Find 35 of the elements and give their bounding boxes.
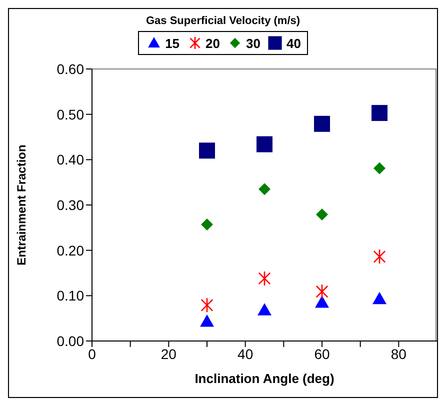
point (372, 292, 386, 304)
legend-label: 20 (204, 34, 220, 52)
y-axis-title: Entrainment Fraction (14, 144, 28, 266)
legend-label: 40 (285, 34, 301, 52)
legend-title: Gas Superficial Velocity (m/s) (144, 15, 302, 27)
point (372, 104, 388, 121)
legend-label: 15 (164, 34, 180, 52)
x-tick-label: 20 (160, 346, 177, 362)
point (258, 303, 272, 316)
point (258, 270, 271, 286)
x-tick-label: 40 (238, 346, 254, 362)
y-tick-label: 0.00 (56, 332, 84, 349)
point (316, 208, 328, 221)
point (315, 295, 329, 308)
x-tick-label: 80 (390, 346, 407, 362)
y-tick-label: 0.30 (56, 196, 84, 213)
x-axis-title: Inclination Angle (deg) (194, 371, 334, 386)
point (201, 218, 213, 230)
y-tick-label: 0.20 (56, 242, 84, 258)
point (199, 142, 215, 159)
x-tick-label: 0 (88, 346, 96, 362)
point (316, 284, 328, 300)
point (200, 298, 214, 313)
point (258, 183, 270, 196)
point (200, 314, 214, 327)
y-tick-label: 0.50 (56, 106, 84, 122)
y-tick-label: 0.60 (56, 60, 84, 77)
y-tick-label: 0.40 (56, 152, 84, 168)
x-tick-label: 60 (314, 346, 330, 362)
y-tick-label: 0.10 (56, 288, 84, 304)
point (374, 162, 386, 174)
point (256, 136, 272, 152)
point (373, 249, 386, 264)
legend-label: 30 (245, 34, 260, 52)
point (314, 116, 330, 132)
